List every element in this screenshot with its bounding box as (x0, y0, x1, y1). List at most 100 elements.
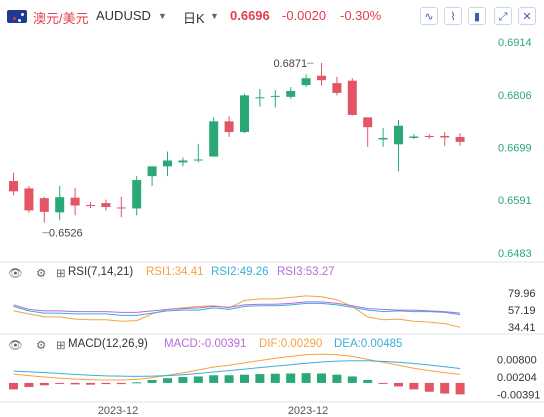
macd-bar (86, 382, 95, 385)
candle (317, 63, 326, 86)
rsi-tick-label: 57.19 (508, 305, 536, 317)
candle-body (332, 83, 342, 93)
rsi-line-rsi2 (13, 302, 461, 316)
price-change-pct: -0.30% (340, 8, 382, 23)
macd-bar (455, 382, 465, 395)
candle (424, 134, 434, 139)
candle (9, 172, 18, 196)
macd-bar (193, 376, 203, 383)
candle-body (224, 121, 234, 133)
macd-tick-label: 0.00800 (497, 354, 537, 366)
candle-body (178, 160, 188, 163)
candle-body (132, 180, 142, 209)
macd-bar (424, 382, 434, 392)
dea-value: DEA:0.00485 (334, 338, 403, 350)
chevron-down-icon[interactable]: ▼ (210, 11, 219, 21)
rsi2-value: RSI2:49.26 (211, 266, 269, 278)
macd-bar (286, 373, 296, 383)
candle (224, 116, 234, 137)
macd-bar (240, 374, 249, 383)
candle (347, 78, 357, 116)
macd-bar (132, 382, 142, 384)
high-price-label: 0.6871┈ (274, 58, 315, 70)
macd-bar (9, 382, 18, 390)
macd-bar (178, 377, 188, 383)
candle-body (9, 181, 18, 192)
candle-body (455, 136, 465, 142)
macd-bar (347, 376, 357, 383)
low-price-label: ┈0.6526 (42, 228, 82, 240)
eye-icon[interactable]: 👁 (8, 268, 23, 280)
candle-type-icon[interactable]: ▮ (468, 7, 486, 25)
candle (55, 185, 65, 221)
candle-body (86, 205, 95, 207)
candle (209, 117, 219, 157)
candle-body (116, 207, 126, 209)
price-tick-label: 0.6483 (498, 248, 532, 260)
rsi-tick-label: 79.96 (508, 288, 536, 300)
candle-body (240, 95, 249, 133)
time-tick-label: 2023-12 (288, 405, 328, 417)
rsi1-value: RSI1:34.41 (146, 266, 204, 278)
candle-body (101, 203, 111, 207)
period-selector[interactable]: 日K (183, 11, 205, 26)
pair-code[interactable]: AUDUSD (96, 8, 151, 23)
candle-body (363, 117, 373, 128)
candle-body (70, 197, 80, 206)
macd-bar (163, 378, 172, 383)
candle (147, 166, 157, 186)
time-tick-label: 2023-12 (98, 405, 138, 417)
macd-bar (394, 382, 403, 387)
close-icon[interactable]: ✕ (518, 7, 536, 25)
macd-bar (378, 382, 388, 384)
fullscreen-icon[interactable]: ⤢ (494, 7, 512, 25)
last-price: 0.6696 (230, 8, 270, 23)
price-tick-label: 0.6699 (498, 142, 532, 154)
macd-value: MACD:-0.00391 (164, 338, 247, 350)
expand-icon[interactable]: ⊞ (56, 268, 66, 280)
rsi-tick-label: 34.41 (508, 322, 536, 334)
draw-tool-icon[interactable]: ⌇ (444, 7, 462, 25)
australia-flag-icon (7, 10, 27, 23)
indicator-icon[interactable]: ∿ (420, 7, 438, 25)
candle-body (147, 166, 157, 177)
candle-body (301, 78, 311, 86)
chart-header: 澳元/美元 AUDUSD ▼ 日K ▼ 0.6696 -0.0020 -0.30… (0, 0, 544, 34)
macd-bar (70, 382, 80, 385)
candle (301, 74, 311, 88)
candle (70, 187, 80, 216)
pair-name-cn[interactable]: 澳元/美元 (33, 11, 89, 26)
settings-icon[interactable]: ⚙ (36, 340, 47, 352)
macd-bar (209, 375, 219, 383)
chevron-down-icon[interactable]: ▼ (158, 11, 167, 21)
price-annotations: 0.6871┈ ┈0.6526 (42, 58, 314, 240)
macd-bar (116, 382, 126, 385)
macd-bar (270, 373, 280, 383)
eye-icon[interactable]: 👁 (8, 340, 23, 352)
macd-bar (363, 379, 373, 383)
candle (193, 143, 203, 163)
rsi-title: RSI(7,14,21) (68, 266, 134, 278)
candle (455, 133, 465, 146)
candle (178, 157, 188, 167)
candle (270, 89, 280, 108)
macd-bar (39, 382, 49, 386)
candle (286, 87, 296, 99)
price-tick-label: 0.6914 (498, 37, 532, 49)
macd-bar (101, 382, 111, 385)
candle-body (24, 188, 34, 211)
candle-body (440, 135, 450, 138)
candle-body (424, 135, 434, 137)
macd-tick-label: -0.00391 (497, 389, 540, 401)
candle-body (39, 198, 49, 212)
candle (332, 76, 342, 96)
macd-bar (409, 382, 419, 390)
settings-icon[interactable]: ⚙ (36, 268, 47, 280)
rsi-panel: 79.96 57.19 34.41 (13, 288, 536, 334)
candle-body (255, 97, 265, 99)
candle-body (209, 121, 219, 157)
candle-body (317, 75, 326, 81)
expand-icon[interactable]: ⊞ (56, 340, 66, 352)
rsi-header: 👁 ⚙ ⊞ RSI(7,14,21) RSI1:34.41 RSI2:49.26… (0, 266, 544, 282)
